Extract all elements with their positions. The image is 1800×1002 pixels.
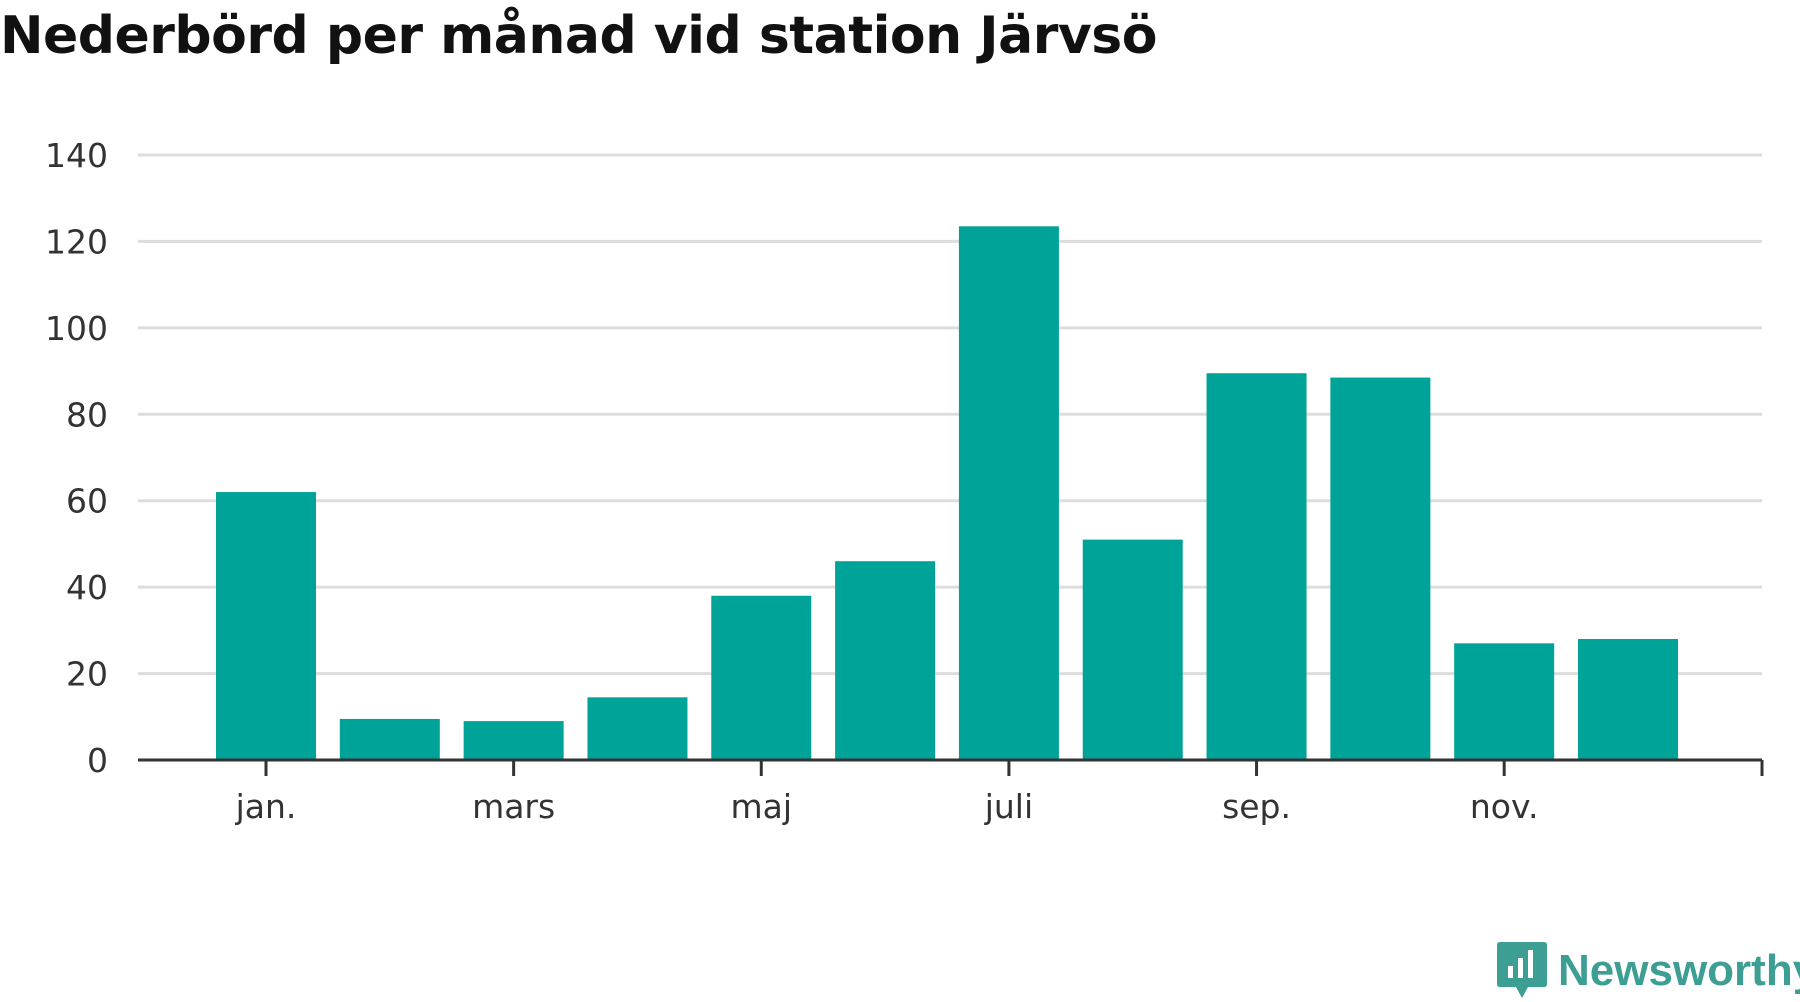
- x-tick-label: jan.: [235, 787, 297, 826]
- y-tick-label: 80: [66, 395, 108, 434]
- gridlines: [138, 153, 1762, 676]
- x-axis: jan. mars maj juli sep. nov.: [138, 758, 1764, 826]
- chart-title: Nederbörd per månad vid station Järvsö: [0, 6, 1157, 66]
- bar-okt: [1330, 377, 1431, 760]
- x-tick-label: maj: [730, 787, 792, 826]
- bar-sep: [1206, 373, 1307, 760]
- newsworthy-logo: Newsworthy: [1496, 940, 1800, 1002]
- brand-name: Newsworthy: [1558, 946, 1800, 995]
- bar-maj: [711, 595, 812, 760]
- y-tick-label: 100: [45, 309, 108, 348]
- y-tick-label: 40: [66, 568, 108, 607]
- bars: [216, 226, 1678, 760]
- bar-juli: [958, 226, 1059, 760]
- x-tick-label: mars: [472, 787, 555, 826]
- bar-nov: [1454, 643, 1555, 760]
- y-tick-label: 120: [45, 222, 108, 261]
- bar-mars: [463, 721, 564, 760]
- x-tick-label: juli: [984, 787, 1033, 826]
- bar-apr: [587, 697, 688, 760]
- bar-jan: [216, 492, 316, 760]
- x-tick-label: sep.: [1222, 787, 1291, 826]
- y-tick-label: 0: [87, 741, 108, 780]
- bar-dec: [1578, 639, 1678, 760]
- x-tick-label: nov.: [1470, 787, 1539, 826]
- y-axis-labels: 0 20 40 60 80 100 120 140: [45, 136, 108, 780]
- bar-chart-logo-icon: [1497, 942, 1547, 998]
- y-tick-label: 140: [45, 136, 108, 175]
- y-tick-label: 20: [66, 655, 108, 694]
- bar-juni: [835, 561, 936, 760]
- y-tick-label: 60: [66, 482, 108, 521]
- bar-aug: [1082, 539, 1183, 760]
- bar-feb: [339, 718, 440, 760]
